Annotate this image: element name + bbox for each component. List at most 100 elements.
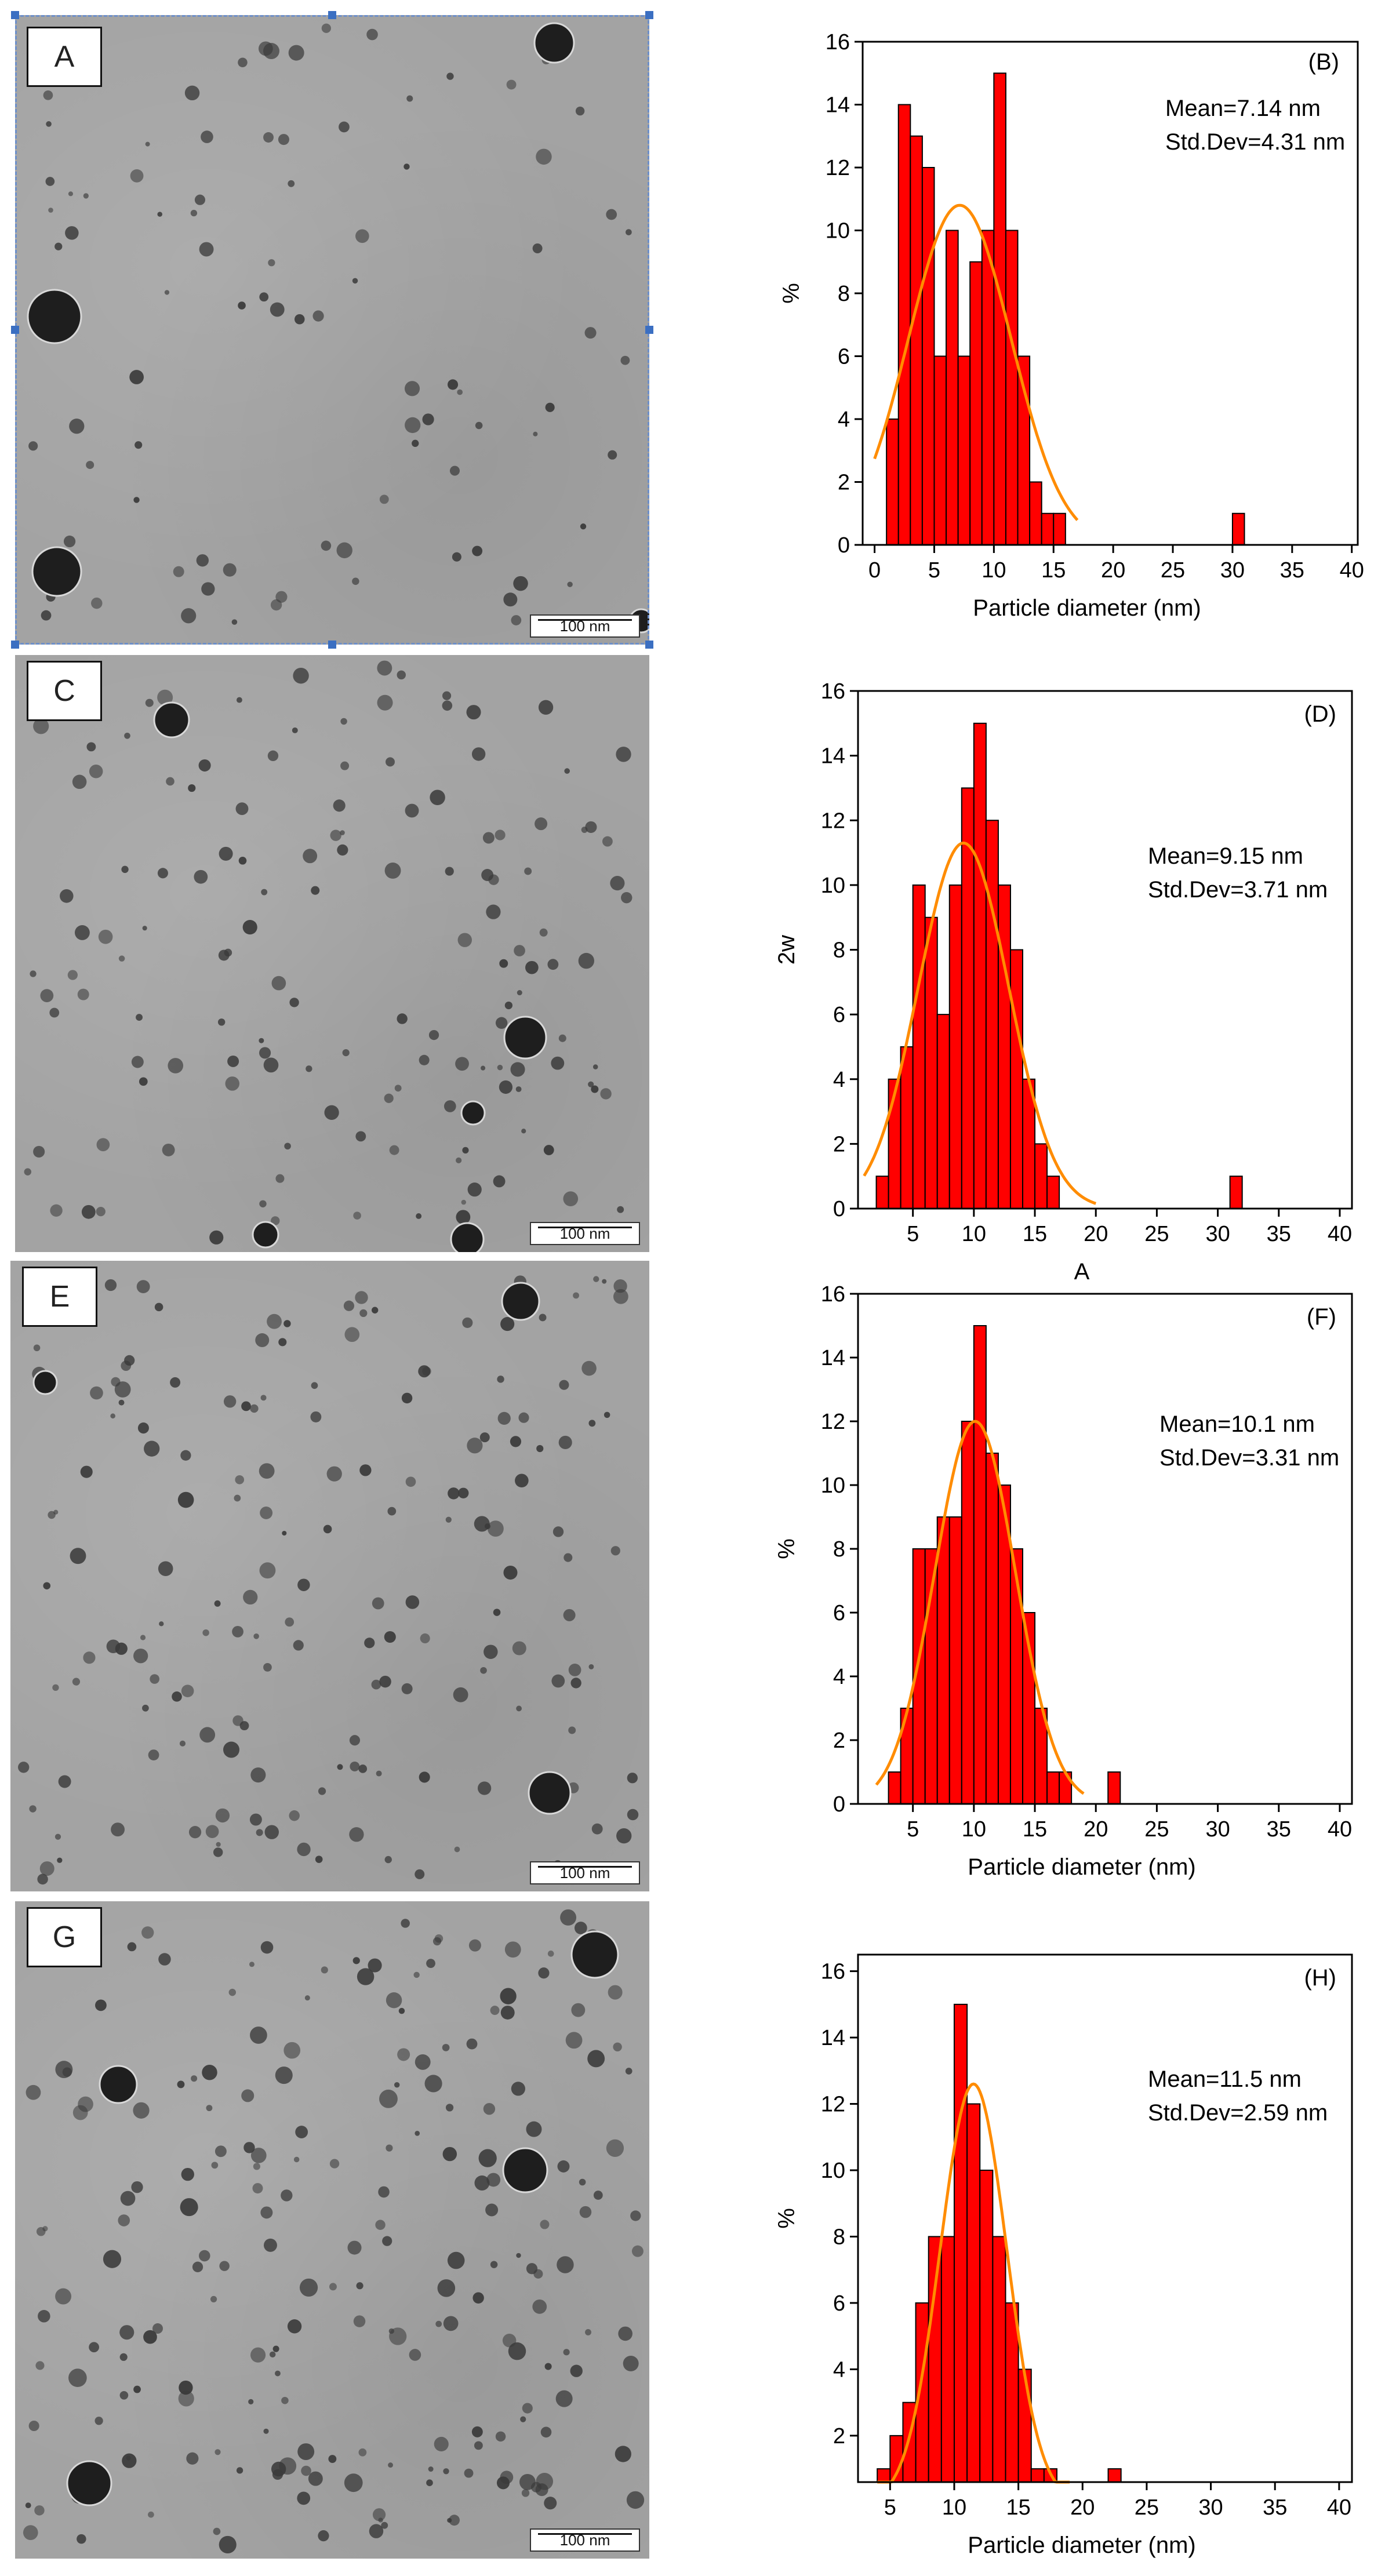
- selection-handle[interactable]: [11, 641, 19, 649]
- particle: [37, 1873, 48, 1885]
- particle: [538, 1967, 550, 1979]
- x-tick-label: 30: [1205, 1817, 1230, 1842]
- particle: [199, 1727, 216, 1743]
- x-axis-label: A: [1074, 1259, 1090, 1285]
- particle: [472, 2292, 484, 2304]
- particle: [497, 1064, 503, 1071]
- particle: [377, 660, 392, 676]
- y-tick-label: 0: [838, 533, 850, 558]
- particle: [154, 1302, 163, 1312]
- particle: [263, 1057, 279, 1073]
- particle: [34, 2505, 45, 2516]
- particle: [157, 868, 168, 879]
- x-tick-label: 10: [942, 2495, 966, 2520]
- particle: [344, 2473, 363, 2493]
- particle: [142, 1704, 149, 1712]
- particle: [292, 727, 298, 733]
- particle: [593, 1276, 599, 1282]
- particle: [268, 259, 275, 267]
- x-tick-label: 35: [1267, 1817, 1291, 1842]
- particle: [384, 863, 401, 879]
- particle: [581, 827, 588, 833]
- selection-handle[interactable]: [11, 11, 19, 19]
- particle: [575, 106, 585, 116]
- particle: [249, 1962, 255, 1967]
- particle: [442, 691, 452, 700]
- particle: [608, 450, 617, 460]
- particle: [236, 697, 242, 703]
- particle: [504, 1941, 521, 1958]
- particle: [585, 2329, 591, 2335]
- particle: [270, 2351, 276, 2358]
- gaussian-fit-line: [873, 203, 1079, 521]
- particle: [118, 1399, 125, 1406]
- particle: [293, 668, 309, 684]
- scale-bar: 100 nm: [530, 2528, 640, 2552]
- particle: [610, 1546, 620, 1556]
- particle: [236, 2467, 243, 2474]
- particle: [250, 2026, 267, 2044]
- particle: [310, 1411, 322, 1422]
- particle: [532, 243, 543, 253]
- particle: [510, 1062, 525, 1077]
- particle: [91, 597, 103, 609]
- large-particle: [27, 289, 82, 344]
- y-tick-label: 12: [821, 809, 845, 833]
- x-tick-label: 25: [1135, 2495, 1159, 2520]
- particle: [127, 1942, 137, 1952]
- y-axis-label: %: [774, 1538, 799, 1559]
- particle: [295, 2126, 308, 2138]
- particle: [181, 2167, 194, 2181]
- particle: [456, 1157, 462, 1163]
- tem-particles: [23, 1909, 645, 2554]
- particle: [238, 301, 246, 310]
- selection-handle[interactable]: [328, 11, 336, 19]
- selection-handle[interactable]: [328, 641, 336, 649]
- selection-handle[interactable]: [645, 11, 653, 19]
- particle: [52, 1684, 59, 1691]
- particle: [526, 2121, 542, 2137]
- particle: [462, 1147, 469, 1154]
- selection-handle[interactable]: [645, 641, 653, 649]
- particle: [289, 998, 299, 1007]
- particle: [379, 494, 389, 504]
- particle: [510, 1436, 522, 1447]
- particle: [378, 2517, 383, 2523]
- histogram-bar: [979, 2170, 994, 2483]
- particle: [259, 1463, 275, 1479]
- particle: [235, 1475, 245, 1485]
- selection-handle[interactable]: [645, 326, 653, 334]
- particle: [477, 1781, 492, 1795]
- particle: [45, 177, 55, 186]
- particle: [250, 2148, 267, 2163]
- particle: [398, 2007, 405, 2014]
- particle: [89, 2342, 99, 2353]
- particle: [513, 576, 528, 591]
- y-tick-label: 8: [833, 2225, 845, 2249]
- particle: [26, 2084, 41, 2100]
- particle: [420, 1633, 430, 1644]
- histogram-bar: [936, 1516, 950, 1804]
- particle: [283, 2042, 301, 2059]
- particle: [555, 2390, 573, 2407]
- particle: [120, 2191, 136, 2206]
- y-tick-label: 16: [826, 30, 850, 54]
- std-dev-label: Std.Dev=4.31 nm: [1165, 129, 1345, 155]
- particle: [364, 1638, 375, 1649]
- particle: [43, 90, 53, 100]
- particle: [462, 1317, 473, 1328]
- particle: [54, 1833, 61, 1840]
- particle: [443, 2468, 449, 2475]
- particle: [568, 1664, 581, 1676]
- y-tick-label: 0: [833, 1792, 845, 1817]
- particle: [86, 742, 96, 752]
- histogram-b: 0 5 10 15 20 25 30 35 40 0 2 4 6 8 10 12 14 16 Particle di…: [765, 23, 1380, 638]
- particle: [241, 2089, 255, 2102]
- particle: [301, 2465, 311, 2476]
- particle: [227, 1055, 239, 1067]
- selection-handle[interactable]: [11, 326, 19, 334]
- x-tick-label: 40: [1328, 1222, 1352, 1246]
- particle: [43, 1582, 51, 1590]
- particle: [297, 2443, 315, 2460]
- particle: [198, 759, 211, 772]
